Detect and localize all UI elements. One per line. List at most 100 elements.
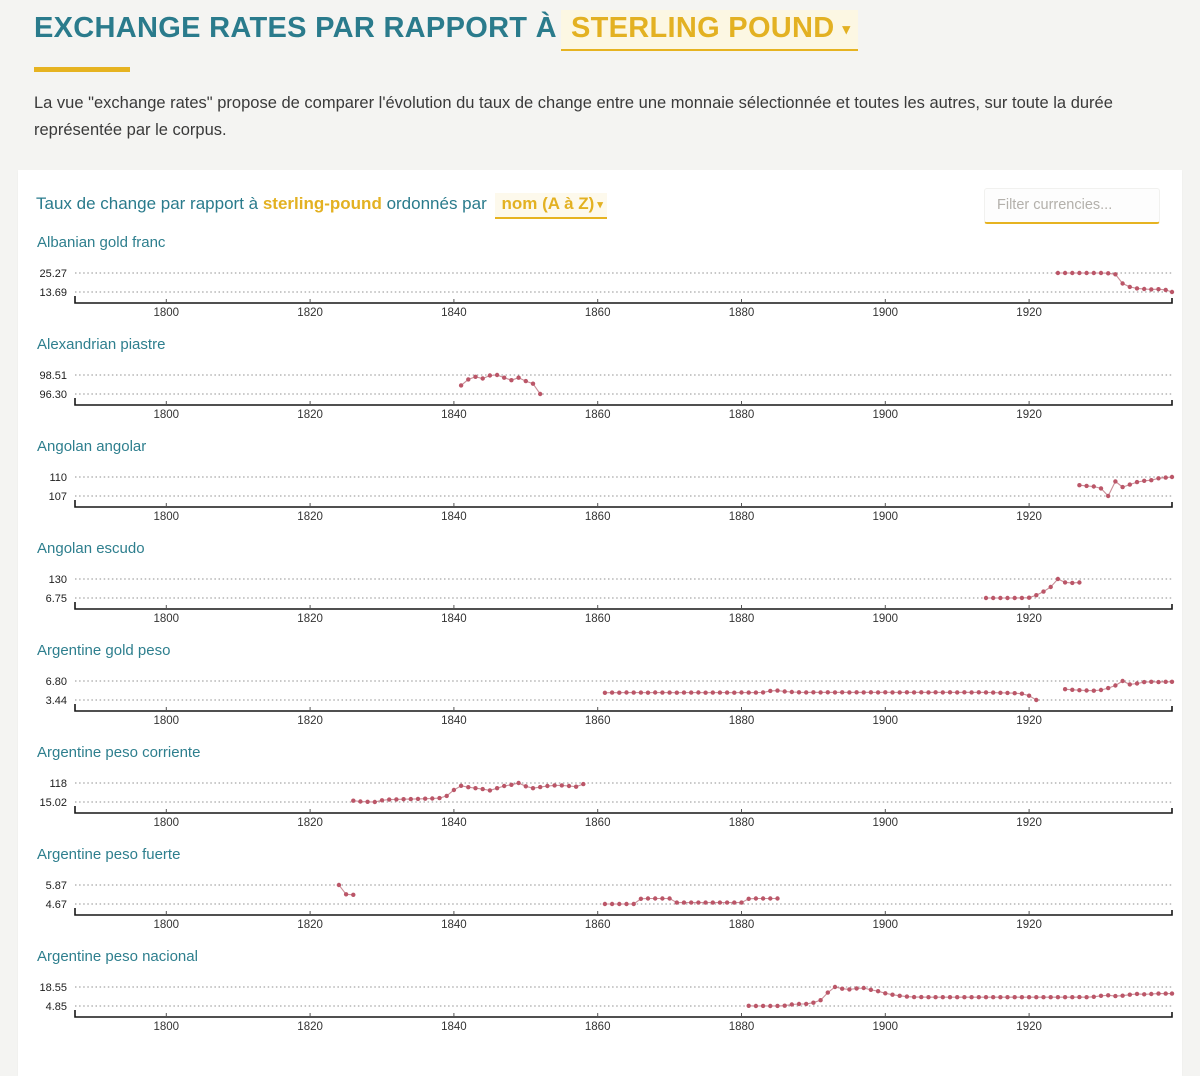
x-axis (74, 397, 1173, 406)
y-max-label: 98.51 (39, 370, 67, 382)
currency-name[interactable]: Albanian gold franc (37, 233, 166, 251)
sparkline-chart[interactable]: 98.51 96.30 1800 1820 1840 1860 1880 1900 1920 (36, 361, 1176, 425)
x-tick-label: 1860 (585, 613, 611, 625)
currency-name[interactable]: Argentine gold peso (37, 641, 171, 659)
series-line (1065, 680, 1172, 691)
x-tick-label: 1920 (1016, 307, 1042, 319)
currency-chart: Angolan angolar 110 107 1800 1820 1840 1860 188… (36, 438, 1176, 527)
x-tick-label: 1820 (297, 613, 323, 625)
x-tick-label: 1920 (1016, 511, 1042, 523)
x-tick-label: 1840 (441, 307, 467, 319)
y-min-label: 3.44 (46, 695, 67, 707)
x-tick-label: 1840 (441, 919, 467, 931)
title-underline-bar (34, 67, 130, 73)
x-tick-label: 1800 (154, 817, 180, 829)
y-min-label: 4.85 (46, 1001, 67, 1013)
x-tick-label: 1800 (154, 409, 180, 421)
page-description: La vue "exchange rates" propose de compa… (34, 94, 1113, 139)
caret-down-icon: ▾ (842, 21, 851, 38)
sparkline-chart[interactable]: 5.87 4.67 1800 1820 1840 1860 1880 1900 1920 (36, 871, 1176, 935)
x-tick-label: 1880 (729, 1021, 755, 1033)
currency-chart: Albanian gold franc 25.27 13.69 1800 1820 184… (36, 234, 1176, 323)
y-max-label: 18.55 (39, 982, 67, 994)
currency-name[interactable]: Alexandrian piastre (37, 335, 166, 353)
series-dots (458, 372, 543, 396)
sparkline-chart[interactable]: 25.27 13.69 1800 1820 1840 1860 1880 1900 1920 (36, 259, 1176, 323)
x-tick-label: 1880 (729, 715, 755, 727)
x-tick-label: 1920 (1016, 613, 1042, 625)
x-tick-label: 1900 (873, 409, 899, 421)
y-min-label: 6.75 (46, 593, 67, 605)
x-tick-label: 1840 (441, 817, 467, 829)
x-tick-label: 1900 (873, 715, 899, 727)
x-tick-label: 1840 (441, 511, 467, 523)
x-tick-label: 1820 (297, 409, 323, 421)
currency-name[interactable]: Argentine peso fuerte (37, 845, 181, 863)
x-tick-label: 1800 (154, 307, 180, 319)
currency-name[interactable]: Argentine peso corriente (37, 743, 201, 761)
x-tick-label: 1920 (1016, 715, 1042, 727)
x-tick-label: 1800 (154, 715, 180, 727)
series-dots (1077, 474, 1175, 498)
sort-selector[interactable]: nom (A à Z) ▾ (495, 192, 607, 219)
x-tick-label: 1900 (873, 511, 899, 523)
y-min-label: 15.02 (39, 797, 67, 809)
x-tick-label: 1880 (729, 511, 755, 523)
x-tick-label: 1820 (297, 1021, 323, 1033)
x-tick-label: 1800 (154, 919, 180, 931)
currency-chart: Angolan escudo 130 6.75 1800 1820 1840 1860 188… (36, 540, 1176, 629)
x-tick-label: 1900 (873, 613, 899, 625)
x-axis (74, 601, 1173, 610)
sparkline-chart[interactable]: 6.80 3.44 1800 1820 1840 1860 1880 1900 1920 (36, 667, 1176, 731)
sparkline-chart[interactable]: 110 107 1800 1820 1840 1860 1880 1900 1920 (36, 463, 1176, 527)
x-tick-label: 1880 (729, 919, 755, 931)
series-dots (602, 678, 1175, 702)
currency-selector-label: STERLING POUND (570, 12, 835, 44)
sparkline-chart[interactable]: 130 6.75 1800 1820 1840 1860 1880 1900 1920 (36, 565, 1176, 629)
currency-name[interactable]: Argentine peso nacional (37, 947, 198, 965)
currency-chart: Argentine peso corriente 118 15.02 1800 1820… (36, 744, 1176, 833)
x-tick-label: 1920 (1016, 409, 1042, 421)
x-tick-label: 1900 (873, 817, 899, 829)
series-dots (983, 576, 1082, 600)
x-tick-label: 1840 (441, 715, 467, 727)
x-tick-label: 1860 (585, 511, 611, 523)
x-tick-label: 1860 (585, 715, 611, 727)
filter-currencies-input[interactable] (984, 187, 1160, 224)
sparkline-chart[interactable]: 18.55 4.85 1800 1820 1840 1860 1880 1900 1920 (36, 973, 1176, 1037)
x-tick-label: 1880 (729, 817, 755, 829)
x-tick-label: 1860 (585, 409, 611, 421)
x-tick-label: 1860 (585, 307, 611, 319)
x-tick-label: 1880 (729, 409, 755, 421)
x-tick-label: 1900 (873, 307, 899, 319)
x-tick-label: 1800 (154, 1021, 180, 1033)
currency-selector[interactable]: STERLING POUND ▾ (560, 10, 859, 52)
x-tick-label: 1860 (585, 919, 611, 931)
y-min-label: 13.69 (39, 287, 67, 299)
x-tick-label: 1820 (297, 511, 323, 523)
x-axis (74, 295, 1173, 304)
x-tick-label: 1920 (1016, 919, 1042, 931)
x-tick-label: 1860 (585, 817, 611, 829)
y-max-label: 6.80 (46, 676, 67, 688)
currency-chart: Alexandrian piastre 98.51 96.30 1800 1820 184… (36, 336, 1176, 425)
sparkline-chart[interactable]: 118 15.02 1800 1820 1840 1860 1880 1900 1920 (36, 769, 1176, 833)
y-max-label: 5.87 (46, 880, 67, 892)
x-tick-label: 1840 (441, 1021, 467, 1033)
currency-name[interactable]: Angolan escudo (37, 539, 145, 557)
card-title-middle: ordonnés par (386, 193, 487, 213)
y-min-label: 96.30 (39, 389, 67, 401)
x-tick-label: 1880 (729, 613, 755, 625)
card-title-prefix: Taux de change par rapport à (36, 193, 259, 213)
x-tick-label: 1820 (297, 715, 323, 727)
currency-name[interactable]: Angolan angolar (37, 437, 147, 455)
x-axis (74, 703, 1173, 712)
caret-down-icon: ▾ (597, 198, 603, 211)
charts-list: Albanian gold franc 25.27 13.69 1800 1820 184… (36, 234, 1176, 1037)
sort-selector-label: nom (A à Z) (501, 193, 595, 213)
currency-chart: Argentine peso fuerte 5.87 4.67 1800 1820 184… (36, 846, 1176, 935)
y-max-label: 110 (49, 472, 67, 484)
x-tick-label: 1800 (154, 511, 180, 523)
x-axis (74, 805, 1173, 814)
x-tick-label: 1900 (873, 1021, 899, 1033)
